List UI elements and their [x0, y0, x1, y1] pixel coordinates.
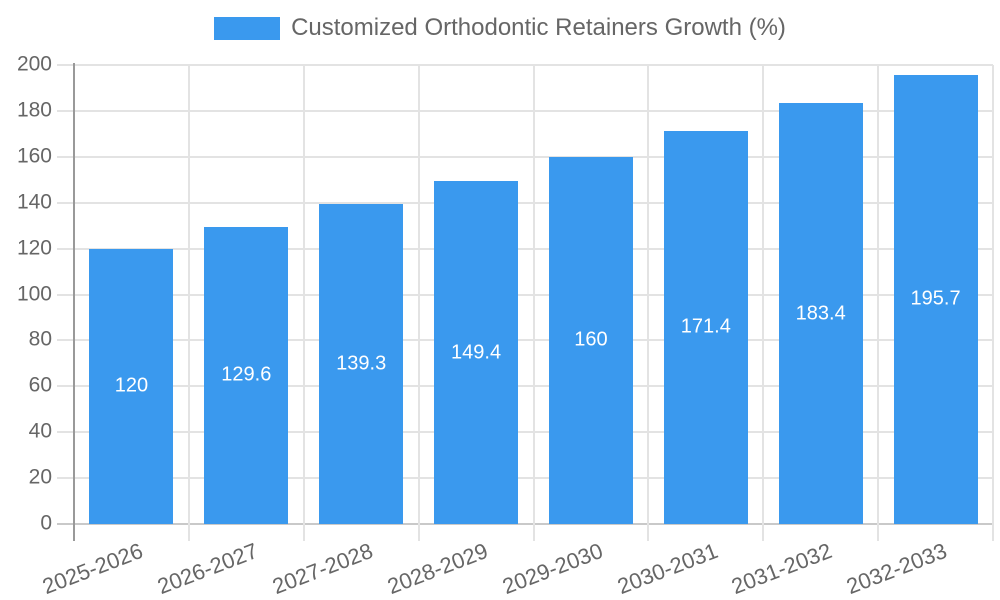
h-gridline [57, 431, 993, 434]
bar-value-label: 149.4 [451, 341, 502, 364]
v-gridline [187, 65, 190, 541]
x-axis-tick-label: 2025-2026 [39, 538, 147, 600]
bar[interactable] [434, 181, 519, 524]
v-gridline [417, 65, 420, 541]
bar-value-label: 160 [574, 328, 608, 351]
y-axis-tick-label: 80 [28, 327, 52, 351]
y-axis-tick-label: 0 [40, 511, 52, 535]
y-axis-tick-label: 120 [16, 236, 52, 260]
h-gridline [57, 201, 993, 204]
bar[interactable] [204, 226, 289, 524]
h-gridline [57, 385, 993, 388]
x-axis-baseline [57, 523, 993, 525]
h-gridline [57, 64, 993, 66]
bar[interactable] [89, 248, 174, 524]
x-axis-tick-label: 2026-2027 [154, 538, 262, 600]
bar-value-label: 120 [114, 374, 149, 397]
bar-value-label: 139.3 [336, 352, 387, 375]
y-axis-tick-label: 40 [28, 419, 52, 443]
bar[interactable] [319, 204, 404, 524]
y-axis-tick-label: 20 [28, 465, 52, 489]
bar[interactable] [548, 156, 633, 524]
x-axis-tick-label: 2031-2032 [728, 538, 836, 600]
v-gridline [762, 65, 765, 541]
x-axis-tick-label: 2028-2029 [383, 538, 492, 600]
h-gridline [57, 293, 993, 296]
x-axis-tick-label: 2032-2033 [843, 538, 951, 600]
x-axis-tick-label: 2027-2028 [268, 538, 377, 600]
bar[interactable] [778, 103, 863, 524]
bar-value-label: 195.7 [910, 287, 961, 310]
y-axis-tick-label: 60 [28, 373, 52, 397]
h-gridline [57, 155, 993, 158]
bar[interactable] [663, 130, 748, 524]
v-gridline [992, 65, 994, 541]
x-axis-tick-label: 2030-2031 [613, 538, 721, 600]
h-gridline [57, 477, 993, 480]
h-gridline [57, 109, 993, 112]
y-axis-tick-label: 160 [16, 144, 52, 168]
bar[interactable] [893, 74, 978, 524]
y-axis-tick-label: 200 [16, 52, 52, 76]
y-axis-tick-label: 140 [16, 190, 52, 214]
legend[interactable]: Customized Orthodontic Retainers Growth … [0, 13, 1000, 43]
v-gridline [302, 65, 305, 541]
legend-label: Customized Orthodontic Retainers Growth … [291, 14, 786, 41]
bar-value-label: 129.6 [221, 363, 272, 386]
bar-value-label: 183.4 [795, 302, 846, 325]
h-gridline [57, 339, 993, 342]
legend-color-swatch [214, 16, 281, 40]
y-axis-tick-label: 100 [16, 282, 52, 306]
v-gridline [647, 65, 650, 541]
x-axis-tick-label: 2029-2030 [498, 538, 606, 600]
y-axis-tick-label: 180 [16, 98, 52, 122]
v-gridline [877, 65, 880, 541]
y-axis-line [73, 63, 75, 541]
v-gridline [532, 65, 535, 541]
bar-value-label: 171.4 [680, 315, 731, 338]
h-gridline [57, 247, 993, 250]
